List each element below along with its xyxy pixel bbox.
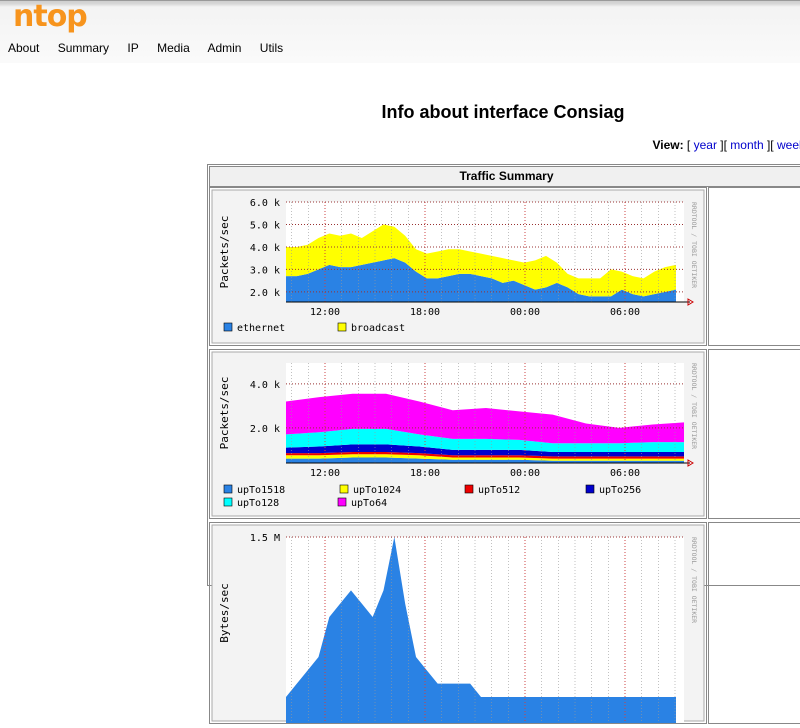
y-tick-label: 3.0 k (250, 265, 280, 276)
packets-ethernet-chart: 2.0 k 3.0 k 4.0 k 5.0 k 6.0 k 12:00 18:00 00:00… (211, 189, 705, 344)
series-area-upTo1518 (286, 457, 684, 463)
y-tick-label: 1.5 M (250, 533, 280, 544)
table-header: Traffic Summary (209, 166, 800, 187)
chart-cell: 2.0 k 4.0 k 12:00 18:00 00:00 06:00 Packets/se… (209, 349, 707, 519)
menu-admin[interactable]: Admin (207, 41, 242, 55)
series-area-ethernet (286, 258, 676, 302)
x-tick-label: 06:00 (610, 468, 640, 479)
y-tick-label: 2.0 k (250, 424, 280, 435)
rrdtool-watermark: RRDTOOL / TOBI OETIKER (690, 363, 698, 449)
legend-label: upTo1518 (237, 485, 285, 496)
legend-swatch (337, 322, 347, 332)
packet-size-chart: 2.0 k 4.0 k 12:00 18:00 00:00 06:00 Packets/se… (211, 351, 705, 517)
x-tick-label: 12:00 (310, 468, 340, 479)
view-selector: View: [ year ][ month ][ week (652, 138, 800, 152)
view-label: View: (652, 138, 684, 152)
legend-swatch (223, 497, 233, 507)
chart-cell: 1.5 M12:0018:0000:0006:00Bytes/secRRDTOO… (209, 522, 707, 728)
y-tick-label: 4.0 k (250, 243, 280, 254)
y-tick-label: 2.0 k (250, 288, 280, 299)
y-tick-label: 6.0 k (250, 198, 280, 209)
legend-label: upTo256 (599, 485, 641, 496)
view-month-link[interactable]: month (730, 138, 764, 152)
legend-label: upTo512 (478, 485, 520, 496)
legend-label: ethernet (237, 323, 285, 334)
menu-summary[interactable]: Summary (57, 41, 110, 55)
view-year-link[interactable]: year (693, 138, 717, 152)
x-tick-label: 00:00 (510, 307, 540, 318)
series-area-upTo64 (286, 393, 684, 444)
x-tick-label: 00:00 (510, 468, 540, 479)
legend-label: upTo128 (237, 498, 279, 509)
legend-swatch (223, 322, 233, 332)
bytes-chart: 1.5 M12:0018:0000:0006:00Bytes/secRRDTOO… (211, 524, 705, 728)
header-bar: ntop About Summary IP Media Admin Utils (0, 0, 800, 63)
y-axis-label: Packets/sec (218, 377, 231, 450)
series-area-upTo256 (286, 444, 684, 457)
rrdtool-watermark: RRDTOOL / TOBI OETIKER (690, 537, 698, 623)
x-tick-label: 12:00 (310, 307, 340, 318)
empty-cell (708, 349, 800, 519)
legend-swatch (585, 484, 595, 494)
main-menu: About Summary IP Media Admin Utils (8, 41, 298, 55)
rrdtool-watermark: RRDTOOL / TOBI OETIKER (690, 202, 698, 288)
menu-ip[interactable]: IP (127, 41, 139, 55)
legend-label: upTo64 (351, 498, 387, 509)
menu-utils[interactable]: Utils (259, 41, 284, 55)
legend-swatch (339, 484, 349, 494)
menu-about[interactable]: About (8, 41, 40, 55)
menu-media[interactable]: Media (157, 41, 190, 55)
legend-swatch (464, 484, 474, 494)
legend-swatch (223, 484, 233, 494)
series-area-upTo128 (286, 428, 684, 453)
empty-cell (708, 522, 800, 724)
x-tick-label: 06:00 (610, 307, 640, 318)
x-axis-arrow-icon (687, 298, 694, 306)
ntop-logo[interactable]: ntop (13, 0, 88, 34)
y-tick-label: 5.0 k (250, 220, 280, 231)
legend-swatch (337, 497, 347, 507)
y-tick-label: 4.0 k (250, 380, 280, 391)
x-axis-arrow-icon (687, 459, 694, 467)
legend-label: broadcast (351, 323, 405, 334)
traffic-summary-table: Traffic Summary 2.0 k 3.0 k 4.0 k 5.0 k 6.0 … (207, 164, 800, 728)
page-title: Info about interface Consiag (381, 102, 625, 122)
legend-label: upTo1024 (353, 485, 401, 496)
y-axis-label: Packets/sec (218, 216, 231, 289)
view-week-link[interactable]: week (776, 138, 800, 152)
x-tick-label: 18:00 (410, 307, 440, 318)
x-tick-label: 18:00 (410, 468, 440, 479)
empty-cell (708, 187, 800, 346)
chart-cell: 2.0 k 3.0 k 4.0 k 5.0 k 6.0 k 12:00 18:00 00:00… (209, 187, 707, 346)
y-axis-label: Bytes/sec (218, 583, 231, 643)
